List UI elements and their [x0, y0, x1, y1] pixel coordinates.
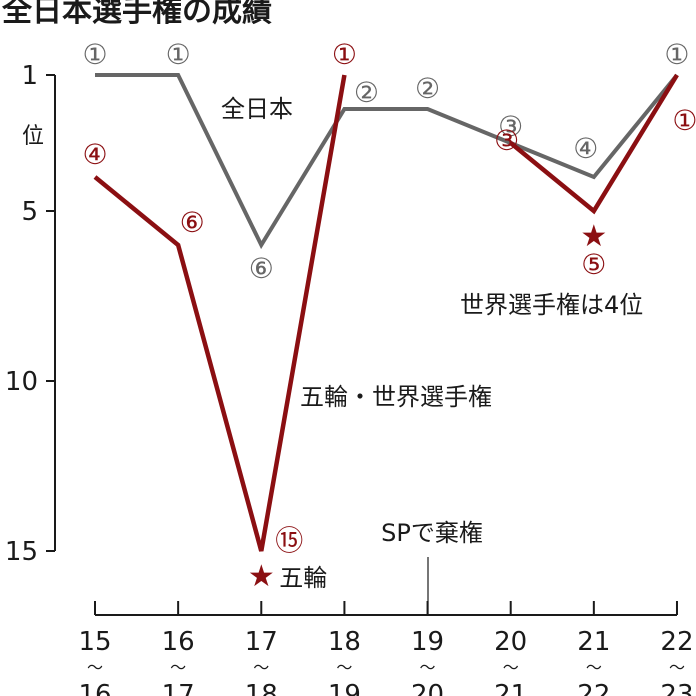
- x-tick-separator: 〜: [503, 658, 519, 677]
- x-tick-label-second: 19: [328, 680, 361, 696]
- y-axis-unit-label: 位: [22, 124, 44, 149]
- y-tick-label: 5: [21, 197, 38, 227]
- x-tick-label-second: 17: [162, 680, 195, 696]
- annotation-worlds-4th: 世界選手権は4位: [460, 291, 643, 319]
- chart-title: 全日本選手権の成績: [2, 0, 272, 29]
- point-label-all-japan: ①: [166, 38, 191, 71]
- series-line-olympics-worlds-0: [93, 74, 347, 552]
- annotation-sp-withdrawal: SPで棄権: [381, 519, 483, 547]
- star-marker: ★: [580, 219, 607, 254]
- x-tick-label: 21: [577, 627, 610, 657]
- x-tick-label: 19: [411, 627, 444, 657]
- series-line-olympics-worlds-1: [509, 73, 679, 215]
- point-label-all-japan: ④: [573, 132, 598, 165]
- point-label-all-japan: ⑥: [249, 252, 274, 285]
- point-label-olympics-worlds: ⑤: [581, 248, 606, 281]
- y-tick-label: 1: [21, 61, 38, 91]
- x-tick-separator: 〜: [170, 658, 186, 677]
- point-label-olympics-worlds: ⑥: [180, 206, 205, 239]
- x-tick-label: 15: [78, 627, 111, 657]
- x-tick-label-second: 22: [577, 680, 610, 696]
- point-label-all-japan: ②: [354, 76, 379, 109]
- x-tick-label-second: 16: [78, 680, 111, 696]
- x-tick-label: 17: [245, 627, 278, 657]
- star-marker-label: 五輪: [279, 564, 327, 592]
- x-tick-separator: 〜: [253, 658, 269, 677]
- y-tick-label: 15: [5, 537, 38, 567]
- point-label-all-japan: ①: [664, 38, 689, 71]
- point-label-all-japan: ②: [415, 72, 440, 105]
- y-tick-label: 10: [5, 367, 38, 397]
- point-label-all-japan: ③: [498, 110, 523, 143]
- series-label-olympics-worlds: 五輪・世界選手権: [300, 383, 492, 411]
- point-label-olympics-worlds: ④: [82, 138, 107, 171]
- x-tick-label-second: 23: [660, 680, 693, 696]
- star-marker: ★: [248, 559, 275, 594]
- x-tick-separator: 〜: [336, 658, 352, 677]
- x-tick-label: 18: [328, 627, 361, 657]
- x-tick-label-second: 18: [245, 680, 278, 696]
- x-tick-label-second: 21: [494, 680, 527, 696]
- point-label-olympics-worlds: ③: [494, 124, 519, 157]
- x-tick-label: 16: [162, 627, 195, 657]
- x-tick-separator: 〜: [420, 658, 436, 677]
- x-tick-label: 20: [494, 627, 527, 657]
- x-tick-label-second: 20: [411, 680, 444, 696]
- point-label-all-japan: ①: [82, 38, 107, 71]
- point-label-olympics-worlds: ①: [672, 104, 696, 137]
- x-tick-separator: 〜: [87, 658, 103, 677]
- x-tick-label: 22: [660, 627, 693, 657]
- series-label-all-japan: 全日本: [221, 95, 293, 123]
- x-tick-separator: 〜: [586, 658, 602, 677]
- series-line-all-japan: [95, 73, 679, 250]
- point-label-olympics-worlds: ①: [332, 38, 357, 71]
- point-label-olympics-worlds: ⑮: [275, 524, 303, 557]
- x-tick-separator: 〜: [669, 658, 685, 677]
